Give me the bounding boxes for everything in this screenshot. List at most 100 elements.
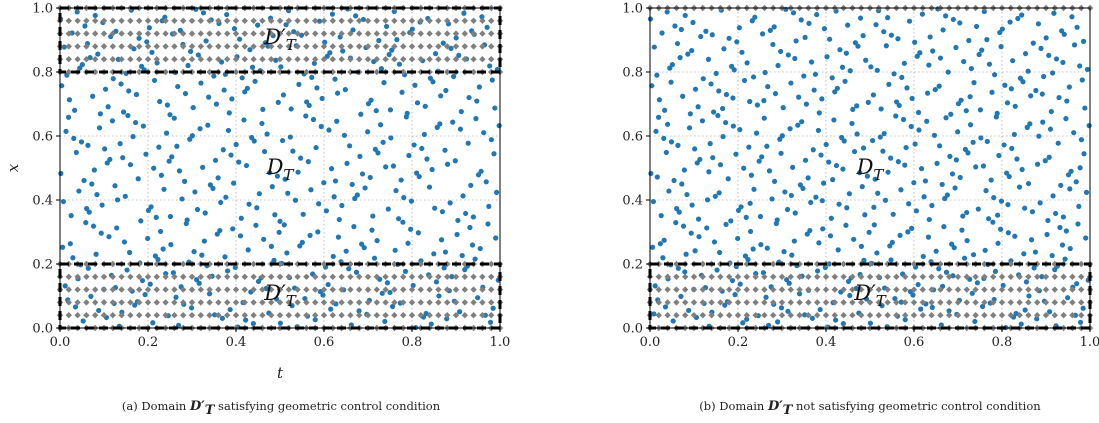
collocation-point — [782, 189, 788, 195]
collocation-point — [906, 18, 913, 24]
collocation-point — [915, 109, 922, 116]
observation-point — [770, 273, 777, 280]
collocation-point — [1074, 281, 1080, 287]
collocation-point — [748, 172, 755, 178]
collocation-point — [243, 162, 250, 169]
observation-point — [470, 56, 477, 63]
observation-point — [364, 56, 372, 63]
collocation-point — [791, 238, 797, 244]
observation-point — [488, 273, 495, 280]
observation-point — [470, 68, 477, 76]
collocation-point — [479, 14, 485, 20]
collocation-point — [843, 50, 849, 56]
collocation-point — [680, 93, 686, 99]
observation-point — [109, 68, 116, 76]
observation-point — [655, 273, 662, 280]
collocation-point — [970, 139, 976, 145]
observation-point — [417, 56, 424, 63]
observation-point — [206, 56, 213, 63]
observation-point — [356, 286, 363, 293]
collocation-point — [1077, 165, 1083, 171]
collocation-point — [1022, 205, 1028, 211]
collocation-point — [1063, 228, 1069, 234]
observation-point — [356, 56, 363, 63]
collocation-point — [924, 118, 930, 124]
observation-point — [294, 56, 301, 63]
observation-point — [875, 286, 882, 293]
observation-point — [232, 312, 240, 319]
observation-point — [655, 312, 662, 319]
collocation-point — [321, 180, 327, 186]
collocation-point — [831, 117, 837, 123]
observation-point — [303, 68, 310, 76]
collocation-point — [228, 152, 234, 158]
collocation-point — [249, 134, 255, 141]
collocation-point — [811, 87, 817, 93]
observation-point — [902, 286, 909, 293]
observation-point — [171, 286, 178, 293]
collocation-point — [309, 74, 315, 80]
collocation-point — [902, 162, 908, 168]
collocation-point — [483, 179, 489, 185]
collocation-point — [191, 249, 197, 255]
collocation-point — [126, 88, 132, 94]
collocation-point — [201, 238, 207, 244]
observation-point — [937, 260, 944, 268]
observation-point — [268, 30, 275, 37]
observation-point — [488, 299, 495, 306]
observation-point — [796, 286, 803, 293]
collocation-point — [802, 34, 808, 41]
observation-point — [382, 30, 389, 37]
observation-point — [356, 17, 363, 24]
observation-point — [444, 56, 451, 63]
collocation-point — [850, 106, 856, 112]
observation-point — [259, 43, 266, 50]
observation-point — [83, 17, 90, 24]
observation-point — [963, 286, 970, 293]
observation-point — [884, 299, 891, 306]
observation-point — [391, 260, 398, 268]
observation-point — [470, 273, 477, 280]
collocation-point — [1057, 224, 1063, 231]
collocation-point — [926, 62, 932, 68]
observation-point — [294, 299, 301, 306]
collocation-point — [1035, 21, 1042, 27]
collocation-point — [720, 105, 726, 112]
collocation-point — [658, 213, 664, 219]
collocation-point — [857, 15, 864, 21]
collocation-point — [289, 303, 295, 309]
collocation-point — [709, 32, 715, 38]
collocation-point — [1060, 214, 1066, 220]
collocation-point — [939, 181, 945, 188]
collocation-points — [647, 6, 1092, 331]
observation-point — [259, 273, 266, 280]
collocation-point — [989, 89, 995, 95]
observation-point — [849, 299, 856, 306]
x-tick-label: 0.2 — [728, 335, 749, 350]
observation-point — [382, 312, 389, 319]
observation-point — [796, 312, 803, 319]
collocation-point — [450, 119, 456, 125]
observation-point — [206, 273, 213, 280]
collocation-point — [918, 166, 925, 172]
collocation-point — [863, 57, 869, 63]
observation-point — [690, 273, 698, 280]
collocation-point — [421, 131, 427, 138]
collocation-point — [713, 70, 719, 77]
collocation-point — [476, 84, 482, 90]
collocation-point — [799, 119, 805, 125]
observation-point — [690, 299, 698, 306]
observation-point — [206, 260, 213, 268]
collocation-point — [680, 223, 687, 229]
observation-point — [303, 30, 310, 37]
observation-point — [74, 273, 81, 280]
observation-point — [294, 43, 301, 50]
observation-point — [778, 273, 786, 280]
observation-point — [919, 312, 926, 319]
observation-point — [787, 273, 794, 280]
observation-point — [770, 299, 777, 306]
collocation-point — [149, 49, 155, 55]
axes-frame — [59, 7, 501, 329]
observation-point — [347, 68, 354, 76]
observation-point — [452, 43, 460, 50]
